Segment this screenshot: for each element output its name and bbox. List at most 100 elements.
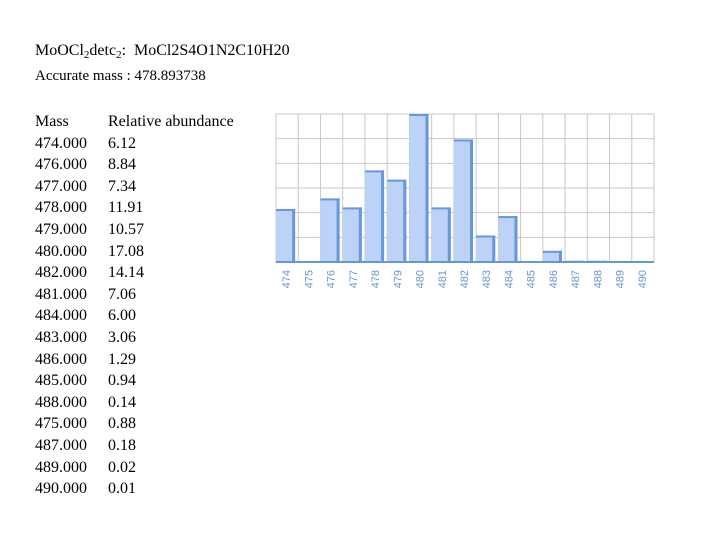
bar-top <box>453 139 474 142</box>
abundance-cell: 0.94 <box>108 372 136 390</box>
table-row: 480.000 17.08 <box>35 241 234 263</box>
x-tick-label: 477 <box>348 270 360 288</box>
x-tick-label: 486 <box>548 270 560 288</box>
formula-title: MoOCl2detc2: MoCl2S4O1N2C10H20 <box>35 42 290 61</box>
bar-edge <box>381 170 385 262</box>
x-tick-label: 490 <box>637 270 649 288</box>
x-tick-label: 482 <box>459 270 471 288</box>
x-tick-label: 488 <box>592 270 604 288</box>
abundance-cell: 14.14 <box>108 264 144 282</box>
bar-edge <box>358 207 362 262</box>
bar-top <box>476 235 496 238</box>
isotope-table: Mass Relative abundance 474.000 6.12 476.0… <box>35 111 234 500</box>
abundance-cell: 0.88 <box>108 415 136 433</box>
abundance-cell: 17.08 <box>108 242 144 260</box>
abundance-header: Relative abundance <box>108 113 234 130</box>
mass-cell: 479.000 <box>35 220 87 238</box>
table-header: Mass Relative abundance <box>35 111 234 133</box>
mass-cell: 488.000 <box>35 393 87 411</box>
bar <box>476 235 496 262</box>
bar-top <box>342 207 362 210</box>
mass-cell: 486.000 <box>35 350 87 368</box>
x-tick-label: 483 <box>481 270 493 288</box>
bar <box>431 207 451 262</box>
accurate-mass: Accurate mass : 478.893738 <box>35 68 206 84</box>
table-row: 475.000 0.88 <box>35 413 234 435</box>
table-row: 485.000 0.94 <box>35 370 234 392</box>
table-row: 479.000 10.57 <box>35 219 234 241</box>
bar-top <box>431 207 451 210</box>
abundance-cell: 10.57 <box>108 220 144 238</box>
bar-top <box>276 208 296 211</box>
table-row: 490.000 0.01 <box>35 478 234 500</box>
table-row: 484.000 6.00 <box>35 305 234 327</box>
bar <box>453 139 474 262</box>
bar-edge <box>425 114 429 262</box>
mass-cell: 478.000 <box>35 199 87 217</box>
abundance-cell: 8.84 <box>108 156 136 174</box>
bar <box>276 208 296 262</box>
table-row: 489.000 0.02 <box>35 457 234 479</box>
mass-cell: 482.000 <box>35 264 87 282</box>
mass-cell: 484.000 <box>35 307 87 325</box>
bar-edge <box>470 139 474 262</box>
abundance-cell: 7.34 <box>108 177 136 195</box>
x-tick-label: 484 <box>503 270 515 288</box>
bar-edge <box>558 250 562 262</box>
x-tick-label: 489 <box>615 270 627 288</box>
x-tick-label: 485 <box>526 270 538 288</box>
bar-top <box>364 170 385 173</box>
table-row: 488.000 0.14 <box>35 392 234 414</box>
x-tick-label: 474 <box>281 270 293 288</box>
abundance-cell: 6.12 <box>108 134 136 152</box>
bar-edge <box>447 207 451 262</box>
x-tick-label: 481 <box>437 270 449 288</box>
bar-top <box>320 198 340 201</box>
bar-edge <box>336 198 340 262</box>
bar-top <box>387 179 407 182</box>
abundance-cell: 0.14 <box>108 393 136 411</box>
table-row: 477.000 7.34 <box>35 176 234 198</box>
abundance-cell: 7.06 <box>108 285 136 303</box>
x-tick-label: 487 <box>570 270 582 288</box>
bar <box>498 216 518 262</box>
abundance-cell: 0.02 <box>108 458 136 476</box>
table-row: 474.000 6.12 <box>35 133 234 155</box>
x-tick-label: 479 <box>392 270 404 288</box>
table-row: 482.000 14.14 <box>35 262 234 284</box>
mass-cell: 487.000 <box>35 436 87 454</box>
table-row: 476.000 8.84 <box>35 154 234 176</box>
bar <box>320 198 340 262</box>
mass-cell: 480.000 <box>35 242 87 260</box>
mass-cell: 485.000 <box>35 372 87 390</box>
isotope-bar-chart: 474 475 476 477 478 479 480 481 482 483 484 485 486 4… <box>275 113 655 288</box>
bar-top <box>542 250 562 253</box>
bar <box>542 250 562 262</box>
abundance-cell: 0.18 <box>108 436 136 454</box>
table-row: 481.000 7.06 <box>35 284 234 306</box>
mass-cell: 483.000 <box>35 328 87 346</box>
mass-cell: 477.000 <box>35 177 87 195</box>
mass-cell: 489.000 <box>35 458 87 476</box>
table-row: 478.000 11.91 <box>35 197 234 219</box>
bar-edge <box>403 179 407 262</box>
x-tick-label: 476 <box>326 270 338 288</box>
bar <box>387 179 407 262</box>
mass-cell: 476.000 <box>35 156 87 174</box>
table-row: 487.000 0.18 <box>35 435 234 457</box>
mass-cell: 481.000 <box>35 285 87 303</box>
abundance-cell: 11.91 <box>108 199 144 217</box>
bar <box>342 207 362 262</box>
abundance-cell: 6.00 <box>108 307 136 325</box>
x-tick-label: 475 <box>303 270 315 288</box>
table-row: 483.000 3.06 <box>35 327 234 349</box>
bar-edge <box>292 208 296 262</box>
bar-edge <box>514 216 518 262</box>
abundance-cell: 3.06 <box>108 328 136 346</box>
bar-top <box>409 114 429 116</box>
mass-cell: 474.000 <box>35 134 87 152</box>
table-row: 486.000 1.29 <box>35 349 234 371</box>
mass-cell: 475.000 <box>35 415 87 433</box>
bar <box>364 170 385 262</box>
x-tick-label: 478 <box>370 270 382 288</box>
